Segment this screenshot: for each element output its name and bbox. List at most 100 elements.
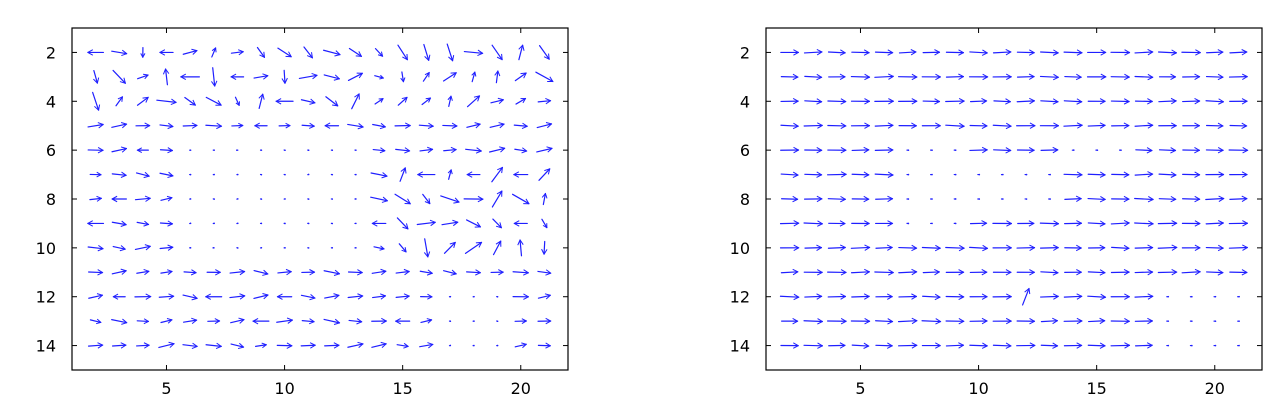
- y-tick-label: 4: [46, 92, 56, 111]
- quiver-arrow: [88, 269, 104, 276]
- quiver-arrow: [396, 217, 409, 230]
- quiver-arrow: [137, 73, 149, 80]
- quiver-arrow: [874, 122, 894, 129]
- quiver-arrow: [136, 96, 149, 106]
- quiver-arrow: [803, 122, 823, 129]
- quiver-arrow: [466, 269, 482, 276]
- quiver-arrow: [491, 166, 504, 183]
- quiver-arrow: [490, 269, 504, 276]
- quiver-arrow: [1016, 244, 1036, 251]
- quiver-arrow: [354, 247, 357, 249]
- quiver-arrow: [851, 195, 870, 203]
- quiver-arrow: [397, 96, 408, 106]
- quiver-arrow: [1022, 287, 1031, 306]
- quiver-arrow: [254, 342, 267, 349]
- quiver-arrow: [212, 173, 215, 176]
- quiver-arrow: [969, 122, 988, 130]
- quiver-arrow: [541, 240, 548, 255]
- quiver-arrow: [351, 93, 360, 110]
- y-tick-label: 10: [730, 239, 750, 258]
- quiver-arrow: [276, 293, 293, 300]
- quiver-arrow: [158, 293, 175, 300]
- quiver-arrow: [906, 173, 910, 176]
- quiver-arrow: [348, 47, 363, 57]
- quiver-arrow: [283, 222, 286, 225]
- quiver-arrow: [945, 342, 965, 349]
- quiver-arrow: [536, 121, 553, 129]
- quiver-arrow: [513, 171, 529, 178]
- quiver-arrow: [968, 73, 989, 81]
- quiver-arrow: [259, 173, 263, 176]
- quiver-arrow: [827, 244, 846, 251]
- quiver-arrow: [370, 172, 388, 179]
- quiver-arrow: [422, 193, 431, 205]
- quiver-arrow: [443, 146, 457, 154]
- quiver-arrow: [898, 293, 918, 300]
- quiver-arrow: [300, 98, 316, 105]
- y-tick-label: 12: [36, 288, 56, 307]
- quiver-arrow: [1110, 269, 1130, 276]
- quiver-arrow: [992, 317, 1012, 325]
- quiver-arrow: [780, 122, 799, 130]
- quiver-arrow: [443, 241, 456, 254]
- quiver-arrow: [400, 71, 406, 83]
- quiver-arrow: [303, 46, 314, 59]
- quiver-arrow: [496, 344, 499, 347]
- quiver-arrow: [252, 317, 270, 325]
- quiver-arrow: [87, 122, 104, 129]
- quiver-arrow: [1016, 97, 1036, 105]
- quiver-arrow: [111, 318, 128, 325]
- quiver-arrow: [804, 147, 823, 154]
- quiver-arrow: [347, 123, 364, 130]
- quiver-arrow: [466, 219, 482, 228]
- quiver-arrow: [1063, 122, 1083, 129]
- quiver-arrow: [969, 269, 988, 276]
- quiver-arrow: [1087, 171, 1106, 178]
- quiver-arrow: [875, 293, 893, 300]
- quiver-arrow: [354, 149, 357, 151]
- quiver-arrow: [134, 293, 152, 300]
- quiver-arrow: [1157, 49, 1178, 56]
- quiver-arrow: [850, 98, 871, 105]
- quiver-arrow: [354, 198, 357, 200]
- quiver-arrow: [278, 122, 291, 129]
- quiver-arrow: [803, 49, 823, 56]
- quiver-arrow: [396, 342, 409, 349]
- quiver-arrow: [422, 71, 430, 82]
- quiver-arrow: [112, 293, 126, 300]
- quiver-arrow: [205, 96, 222, 106]
- quiver-arrow: [395, 317, 411, 325]
- quiver-arrow: [992, 244, 1012, 252]
- quiver-arrow: [159, 220, 174, 227]
- quiver-arrow: [156, 98, 177, 106]
- quiver-arrow: [372, 122, 386, 130]
- y-tick-label: 12: [730, 288, 750, 307]
- quiver-arrow: [780, 342, 799, 349]
- quiver-arrow: [277, 268, 292, 276]
- quiver-arrow: [874, 73, 894, 80]
- quiver-arrow: [827, 49, 846, 56]
- quiver-arrow: [236, 198, 239, 200]
- quiver-arrow: [930, 173, 933, 176]
- quiver-arrow: [875, 318, 894, 325]
- quiver-arrow: [1063, 293, 1083, 300]
- quiver-arrow: [324, 122, 340, 129]
- quiver-arrow: [189, 247, 192, 249]
- quiver-arrow: [1110, 73, 1130, 81]
- quiver-arrow: [1111, 122, 1130, 129]
- quiver-arrow: [1111, 195, 1130, 203]
- quiver-arrow: [135, 122, 151, 129]
- quiver-arrow: [851, 220, 870, 227]
- quiver-arrow: [1189, 344, 1193, 347]
- quiver-arrow: [472, 344, 475, 347]
- quiver-arrow: [803, 342, 824, 349]
- quiver-arrow: [471, 71, 477, 83]
- quiver-arrow: [514, 72, 527, 82]
- quiver-arrow: [1135, 147, 1153, 154]
- quiver-arrow: [993, 147, 1012, 154]
- quiver-arrow: [517, 239, 524, 257]
- quiver-arrow: [418, 122, 434, 130]
- quiver-arrow: [1228, 220, 1249, 227]
- quiver-arrow: [423, 238, 431, 258]
- quiver-arrow: [511, 193, 530, 205]
